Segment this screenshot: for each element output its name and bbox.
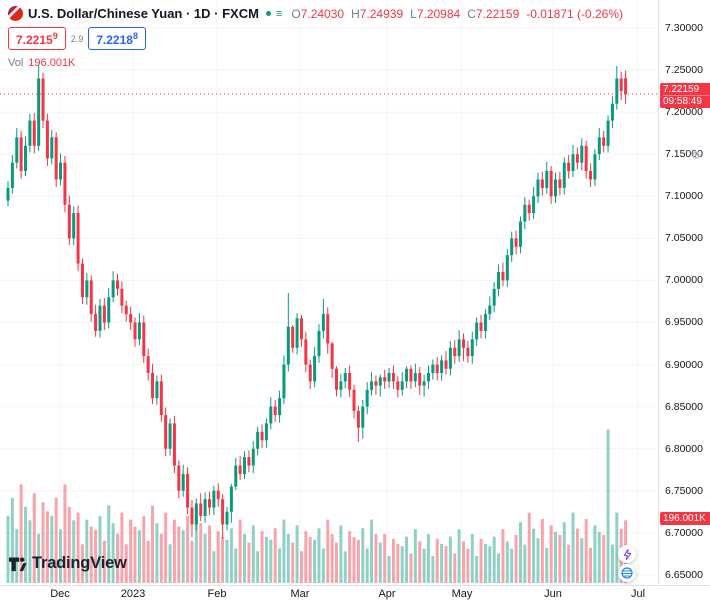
volume-value: 196.001K	[28, 57, 76, 69]
price-axis-label: 6.70000	[665, 526, 703, 539]
price-axis-label: 6.65000	[665, 568, 703, 581]
price-axis-label: 7.10000	[665, 190, 703, 203]
settings-gear-icon[interactable]: ⚙	[691, 150, 701, 162]
high-value: 7.24939	[359, 6, 404, 21]
price-axis-label: 7.15000	[665, 148, 703, 161]
volume-row: Vol 196.001K	[8, 57, 623, 69]
bar-countdown: 09:58:49	[663, 94, 709, 107]
time-axis-label: Jul	[630, 588, 646, 600]
time-axis-label: Apr	[378, 588, 396, 600]
ask-price-sup: 8	[132, 31, 138, 41]
close-value: 7.22159	[475, 6, 520, 21]
price-axis-label: 7.20000	[665, 106, 703, 119]
low-label: L	[410, 6, 417, 21]
symbol-title[interactable]: U.S. Dollar/Chinese Yuan · 1D · FXCM	[28, 6, 259, 21]
volume-bars-layer	[6, 429, 628, 583]
time-axis-label: Feb	[207, 588, 227, 600]
instrument-info-button[interactable]	[618, 564, 636, 582]
price-axis-label: 6.90000	[665, 358, 703, 371]
chart-plot[interactable]	[0, 0, 658, 585]
tradingview-watermark-text: TradingView	[32, 554, 127, 572]
time-axis-label: Mar	[290, 588, 310, 600]
ohlc-values: O7.24030 H7.24939 L7.20984 C7.22159 -0.01871…	[291, 7, 623, 21]
market-open-dot-icon	[265, 11, 271, 16]
price-axis-label: 7.25000	[665, 64, 703, 77]
tradingview-logo-icon	[9, 557, 27, 572]
volume-axis-badge: 196.001K	[660, 512, 710, 526]
price-axis-label: 6.85000	[665, 400, 703, 413]
last-price-badge: 7.22159 09:58:49	[660, 82, 710, 108]
high-label: H	[351, 6, 360, 21]
open-value: 7.24030	[300, 6, 345, 21]
instant-trading-button[interactable]	[618, 545, 636, 563]
symbol-logo-icon[interactable]	[8, 6, 23, 21]
bid-price: 7.2215	[16, 33, 53, 47]
time-axis-label: May	[451, 588, 473, 600]
spread-value: 2.9	[70, 33, 84, 44]
price-axis-label: 7.05000	[665, 232, 703, 245]
grid-layer	[0, 0, 658, 585]
lightning-icon	[623, 548, 631, 560]
time-axis-label: Dec	[50, 588, 70, 600]
chart-header: U.S. Dollar/Chinese Yuan · 1D · FXCM ≡ O…	[8, 6, 623, 69]
change-value: -0.01871 (-0.26%)	[526, 6, 624, 21]
price-axis-label: 7.00000	[665, 274, 703, 287]
session-menu-icon[interactable]: ≡	[275, 7, 283, 20]
price-axis-label: 7.30000	[665, 22, 703, 35]
price-axis-label: 6.95000	[665, 316, 703, 329]
ask-price-button[interactable]: 7.22188	[88, 27, 146, 50]
time-axis-label: 2023	[120, 588, 146, 600]
bid-price-button[interactable]: 7.22159	[8, 27, 66, 50]
last-price-badge-value: 7.22159	[663, 83, 700, 95]
time-axis[interactable]: Dec 2023 Feb Mar Apr May Jun Jul	[0, 585, 710, 600]
price-axis[interactable]: 7.22159 09:58:49 196.001K 7.30000 7.25000…	[658, 0, 710, 585]
price-axis-label: 6.75000	[665, 484, 703, 497]
low-value: 7.20984	[416, 6, 461, 21]
price-axis-label: 6.80000	[665, 442, 703, 455]
volume-label: Vol	[8, 57, 24, 69]
open-label: O	[291, 6, 301, 21]
ask-price: 7.2218	[96, 33, 133, 47]
close-label: C	[467, 6, 476, 21]
bid-price-sup: 9	[52, 31, 58, 41]
tradingview-watermark[interactable]: TradingView	[8, 554, 127, 573]
candles-layer	[6, 65, 628, 539]
globe-icon	[621, 567, 633, 579]
time-axis-label: Jun	[544, 588, 562, 600]
